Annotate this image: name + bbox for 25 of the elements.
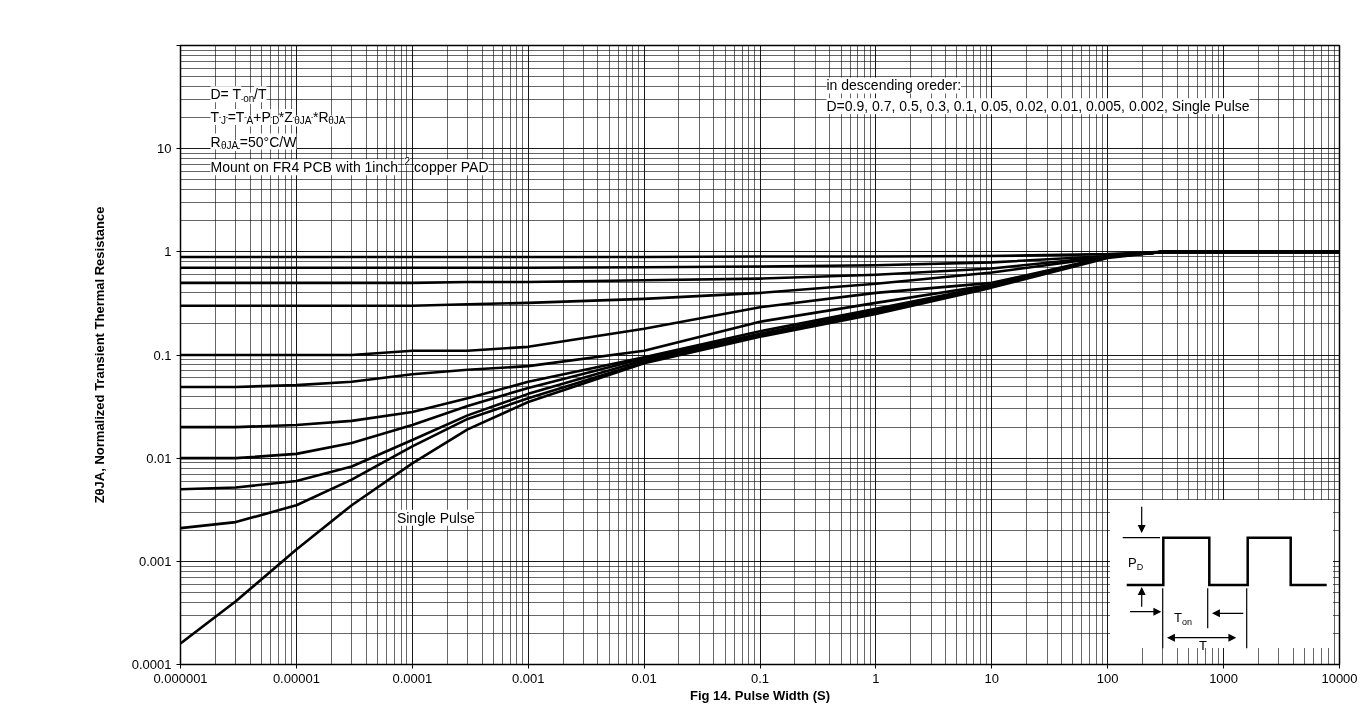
y-tick-label: 0.001 [138,553,172,569]
annotation: P$_{D}$ [1128,555,1144,572]
y-tick-label: 0.01 [146,450,172,466]
y-tick-label: 1 [164,244,172,260]
y-tick-label: 0.0001 [131,657,172,672]
y-axis-title: ZθJA, Normalized Transient Thermal Resistance [91,206,107,504]
y-tick-label: 10 [157,141,172,157]
y-tick-label: 0.1 [153,347,172,363]
x-tick-label: 0.001 [511,670,545,686]
x-tick-label: 0.0001 [392,670,433,686]
annotation: Single Pulse [396,509,475,526]
x-tick-label: 0.00001 [272,670,320,686]
x-tick-label: 0.000001 [153,670,208,686]
x-tick-label: 0.1 [750,670,770,686]
x-axis-title: Fig 14. Pulse Width (S) [690,687,831,703]
x-tick-label: 100 [1096,670,1119,686]
x-tick-label: 10 [984,670,1000,686]
annotation: T$_{on}$ [1174,610,1192,627]
x-tick-label: 10000 [1321,670,1358,686]
annotation: T [1199,638,1207,653]
annotation: in descending oreder: [826,77,962,94]
x-tick-label: 1000 [1209,670,1239,686]
annotation: D=0.9, 0.7, 0.5, 0.3, 0.1, 0.05, 0.02, 0.01, 0.005, 0.002, Single Pulse [826,98,1250,115]
x-tick-label: 1 [872,670,880,686]
x-tick-label: 0.01 [631,670,657,686]
